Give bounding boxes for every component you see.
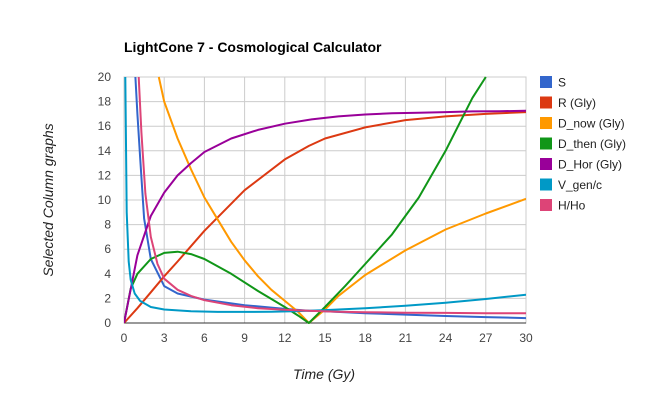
legend-swatch-0 — [540, 76, 552, 88]
x-tick-label: 0 — [121, 331, 128, 345]
series-group — [124, 76, 526, 324]
y-tick-label: 10 — [98, 193, 112, 207]
legend-swatch-2 — [540, 117, 552, 129]
y-tick-label: 16 — [98, 119, 112, 133]
chart-title: LightCone 7 - Cosmological Calculator — [124, 39, 382, 55]
legend-label-0: S — [558, 76, 566, 90]
series-line-6 — [137, 76, 526, 315]
x-tick-label: 30 — [519, 331, 533, 345]
legend-label-6: H/Ho — [558, 199, 586, 213]
y-tick-label: 12 — [98, 168, 112, 182]
x-tick-label: 9 — [241, 331, 248, 345]
y-tick-label: 6 — [104, 242, 111, 256]
legend-label-2: D_now (Gly) — [558, 117, 625, 131]
legend-swatch-3 — [540, 137, 552, 150]
legend: S R (Gly) D_now (Gly) D_then (Gly) D_Hor (Gl… — [540, 76, 626, 213]
y-tick-label: 2 — [104, 291, 111, 305]
y-tick-label: 4 — [104, 267, 111, 281]
x-axis-label: Time (Gy) — [293, 366, 355, 382]
legend-label-4: D_Hor (Gly) — [558, 158, 622, 172]
y-tick-labels: 0 2 4 6 8 10 12 14 16 18 20 — [98, 70, 112, 330]
x-tick-labels: 0 3 6 9 12 15 18 21 24 27 30 — [121, 331, 533, 345]
grid — [123, 76, 527, 324]
y-tick-label: 0 — [104, 316, 111, 330]
y-tick-label: 8 — [104, 218, 111, 232]
x-tick-label: 6 — [201, 331, 208, 345]
y-axis-label: Selected Column graphs — [40, 123, 56, 276]
legend-label-3: D_then (Gly) — [558, 137, 626, 151]
x-tick-label: 12 — [278, 331, 292, 345]
series-line-1 — [124, 111, 526, 324]
legend-swatch-5 — [540, 178, 552, 191]
x-tick-label: 18 — [359, 331, 373, 345]
x-tick-label: 24 — [439, 331, 453, 345]
series-line-0 — [134, 76, 526, 320]
series-line-2 — [157, 76, 526, 324]
y-tick-label: 18 — [98, 95, 112, 109]
legend-swatch-1 — [540, 96, 552, 109]
series-line-5 — [124, 76, 526, 313]
x-tick-label: 21 — [399, 331, 413, 345]
y-tick-label: 20 — [98, 70, 112, 84]
x-tick-label: 3 — [161, 331, 168, 345]
series-line-4 — [124, 109, 526, 324]
x-tick-label: 15 — [318, 331, 332, 345]
y-tick-label: 14 — [98, 144, 112, 158]
legend-swatch-6 — [540, 199, 552, 211]
x-tick-label: 27 — [479, 331, 493, 345]
legend-label-5: V_gen/c — [558, 178, 602, 192]
legend-swatch-4 — [540, 158, 552, 170]
legend-label-1: R (Gly) — [558, 96, 596, 110]
